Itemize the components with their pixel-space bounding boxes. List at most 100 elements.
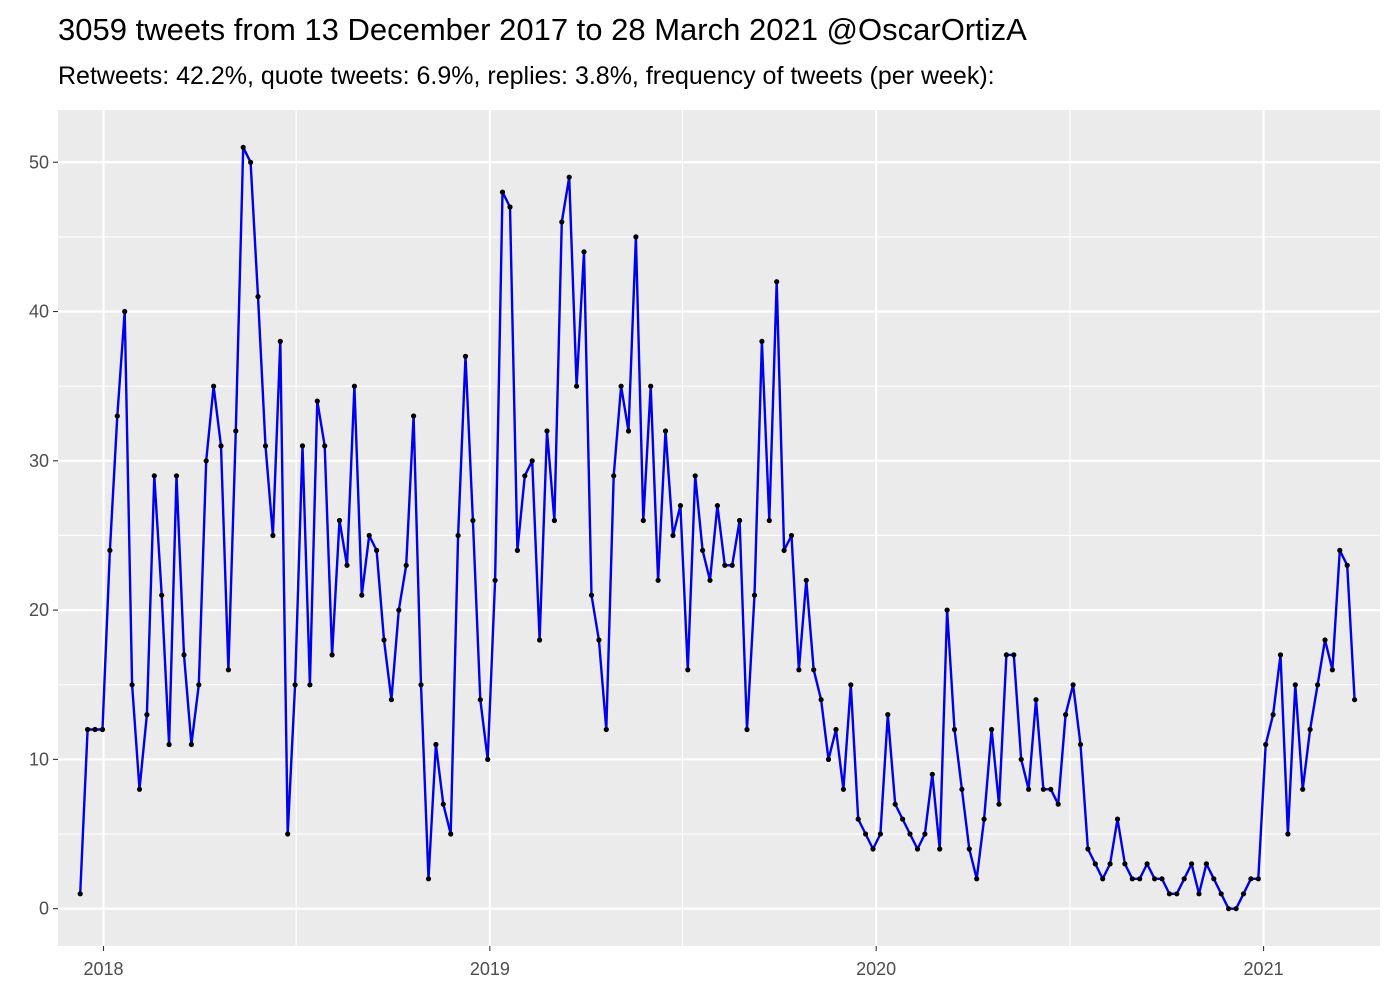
data-point [796,667,802,673]
data-point [781,547,787,554]
data-point [1003,652,1010,658]
chart-title: 3059 tweets from 13 December 2017 to 28 … [58,12,1027,47]
data-point [722,562,728,568]
y-axis: 0 10 20 30 40 50 [29,152,58,919]
data-point [477,697,483,703]
data-point [248,159,254,165]
data-point [618,383,624,389]
data-point [803,577,809,583]
data-point [1277,652,1284,658]
data-point [966,846,972,852]
data-point [381,637,387,643]
data-point [136,786,143,792]
data-point [729,562,735,568]
data-point [433,741,439,748]
data-point [537,637,543,643]
data-point [574,383,580,389]
data-point [329,652,335,658]
data-point [92,726,98,733]
data-point [900,816,906,822]
data-point [314,398,320,404]
data-point [1337,547,1343,554]
data-point [255,294,261,300]
data-point [129,682,135,688]
data-point [825,756,832,763]
data-point [700,547,706,554]
data-point [544,428,550,434]
data-point [196,682,202,688]
data-point [336,517,343,524]
data-point [581,249,587,255]
data-point [1159,876,1165,882]
data-point [788,532,795,539]
data-point [159,592,165,598]
data-point [655,577,661,583]
data-point [270,532,276,539]
data-point [240,144,246,150]
data-point [425,876,432,882]
data-point [744,726,750,733]
data-point [1300,786,1306,792]
data-point [922,831,928,837]
data-point [440,801,446,807]
data-point [1040,786,1046,792]
data-point [225,667,231,673]
data-point [1048,786,1054,792]
data-point [499,189,506,195]
data-point [596,637,602,643]
x-axis: 2018 2019 2020 2021 [83,946,1284,979]
data-point [1107,861,1113,867]
data-point [766,517,772,524]
data-point [388,697,394,703]
data-point [122,308,128,315]
data-point [1129,876,1135,882]
data-point [640,517,646,524]
data-point [989,726,995,733]
data-point [492,577,498,583]
data-point [77,891,83,897]
data-point [1122,861,1128,867]
data-point [351,383,357,389]
x-tick-label: 2018 [83,959,123,979]
data-point [1270,712,1276,718]
data-point [203,458,209,464]
data-point [1307,726,1313,733]
data-point [1026,786,1032,792]
data-point [1255,876,1261,882]
data-point [1233,906,1239,912]
data-point [85,726,91,733]
data-point [877,831,884,837]
data-point [455,532,461,539]
data-point [411,413,417,419]
data-point [307,682,313,688]
data-point [1033,697,1039,703]
data-point [1011,652,1017,658]
data-point [685,667,691,673]
data-point [211,383,217,389]
data-point [670,532,676,539]
y-tick-label: 40 [29,302,49,322]
data-point [507,204,513,210]
data-point [1218,891,1224,897]
data-point [974,876,980,882]
data-point [1166,891,1172,897]
data-point [374,547,380,554]
data-point [566,174,572,180]
data-point [359,592,365,598]
data-point [774,279,780,285]
data-point [218,443,224,449]
data-point [1203,861,1209,867]
data-point [863,831,869,837]
data-point [1114,816,1121,822]
data-point [322,443,328,449]
data-point [1181,876,1187,882]
data-point [937,846,943,852]
data-point [485,756,491,763]
data-point [848,682,854,688]
data-point [1196,891,1202,897]
data-point [951,726,958,733]
data-point [907,831,913,837]
major-gridlines [58,110,1380,946]
data-point [648,383,654,389]
